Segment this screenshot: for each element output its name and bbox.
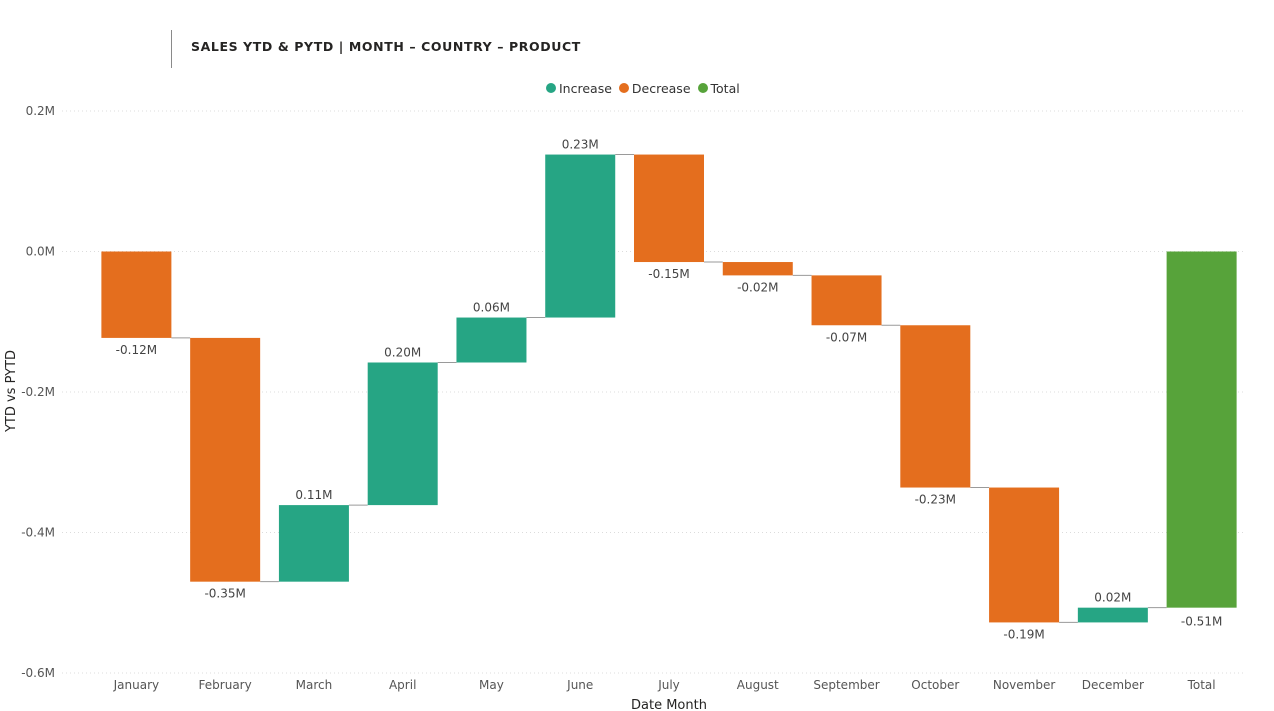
bar-july — [634, 154, 704, 263]
x-tick-label: September — [813, 678, 879, 692]
x-axis-title: Date Month — [631, 698, 707, 711]
x-tick-label: August — [737, 678, 779, 692]
data-label: -0.51M — [1181, 615, 1222, 629]
legend: Increase Decrease Total — [546, 79, 747, 97]
x-tick-label: June — [566, 678, 593, 692]
bar-january — [101, 251, 172, 338]
data-label: -0.02M — [737, 280, 778, 294]
bar-august — [722, 262, 793, 276]
data-label: 0.06M — [473, 301, 510, 315]
y-tick-label: -0.4M — [21, 526, 55, 540]
data-label: -0.07M — [826, 330, 867, 344]
legend-label-decrease: Decrease — [631, 80, 691, 96]
bar-may — [456, 317, 527, 363]
legend-label-increase: Increase — [559, 80, 612, 96]
x-tick-label: July — [657, 678, 680, 692]
legend-dot-decrease — [618, 83, 629, 93]
chart-title: SALES YTD & PYTD | MONTH – COUNTRY – PRO… — [191, 39, 581, 54]
legend-dot-total — [697, 83, 708, 93]
bar-march — [278, 505, 349, 582]
bar-june — [545, 154, 616, 318]
x-tick-label: May — [479, 678, 504, 692]
y-tick-label: -0.2M — [21, 385, 55, 399]
bar-april — [367, 362, 438, 506]
x-tick-label: January — [113, 678, 160, 692]
bar-september — [811, 275, 882, 326]
data-label: -0.19M — [1003, 627, 1044, 641]
data-label: 0.20M — [384, 345, 421, 359]
x-tick-label: February — [199, 678, 252, 692]
x-tick-label: December — [1082, 678, 1144, 692]
y-axis-ticks: 0.2M 0.0M -0.2M -0.4M -0.6M — [21, 104, 55, 680]
y-axis-title: YTD vs PYTD — [4, 350, 19, 433]
data-label: -0.15M — [648, 267, 689, 281]
connector-lines — [171, 154, 1167, 623]
bar-total — [1166, 251, 1237, 608]
bars — [101, 154, 1237, 623]
bar-february — [190, 337, 261, 582]
data-label: 0.02M — [1094, 591, 1131, 605]
title-divider — [171, 30, 172, 68]
x-axis-ticks: January February March April May June July Augu… — [113, 678, 1216, 692]
data-label: -0.12M — [116, 343, 157, 357]
data-label: -0.35M — [204, 587, 245, 601]
bar-october — [900, 325, 971, 488]
bar-december — [1077, 607, 1148, 623]
data-label: -0.23M — [915, 493, 956, 507]
legend-item-total[interactable]: Total — [697, 80, 740, 96]
legend-dot-increase — [546, 83, 556, 93]
data-label: 0.23M — [562, 138, 599, 152]
legend-item-decrease[interactable]: Decrease — [618, 80, 691, 96]
x-tick-label: March — [296, 678, 333, 692]
bar-november — [989, 487, 1060, 623]
data-label: 0.11M — [295, 488, 332, 502]
y-tick-label: 0.0M — [26, 245, 55, 259]
legend-item-increase[interactable]: Increase — [546, 81, 612, 96]
x-tick-label: April — [389, 678, 416, 692]
data-labels: -0.12M -0.35M 0.11M 0.20M 0.06M 0.23M -0.15M -0… — [116, 138, 1223, 642]
x-tick-label: October — [911, 678, 959, 692]
y-tick-label: 0.2M — [26, 104, 55, 118]
x-tick-label: Total — [1187, 678, 1216, 692]
x-tick-label: November — [993, 678, 1055, 692]
y-tick-label: -0.6M — [21, 666, 55, 680]
legend-label-total: Total — [710, 80, 740, 96]
